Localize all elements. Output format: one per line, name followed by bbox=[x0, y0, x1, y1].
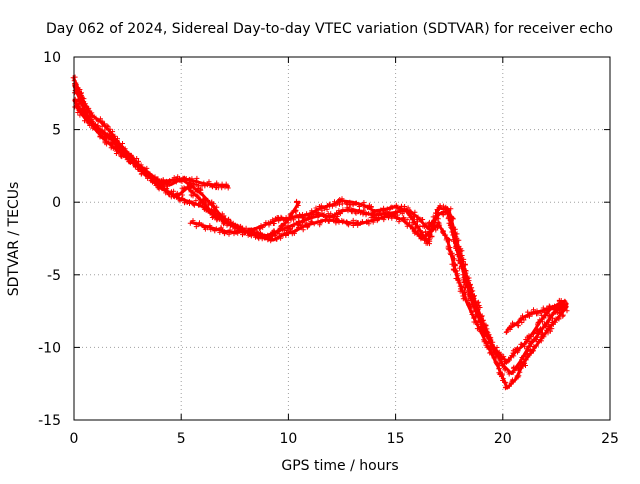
series-track-d bbox=[72, 104, 565, 377]
series-line bbox=[190, 199, 567, 364]
grid bbox=[74, 57, 610, 420]
series-line bbox=[72, 84, 230, 188]
x-axis-label: GPS time / hours bbox=[281, 458, 398, 474]
series-track-e bbox=[187, 196, 568, 365]
y-tick-label: 10 bbox=[43, 50, 61, 66]
series-track-b bbox=[70, 74, 301, 243]
axis-ticks: 0 5 10 15 20 25 -15 -10 -5 0 5 10 bbox=[38, 50, 619, 447]
x-tick-label: 15 bbox=[387, 431, 405, 447]
y-tick-label: -15 bbox=[38, 413, 61, 429]
y-tick-label: -10 bbox=[38, 340, 61, 356]
series-track-f bbox=[503, 299, 569, 335]
y-tick-label: -5 bbox=[47, 268, 61, 284]
x-tick-label: 10 bbox=[279, 431, 297, 447]
series-line bbox=[74, 104, 565, 375]
series-markers bbox=[72, 104, 564, 377]
plot-frame bbox=[73, 56, 611, 421]
x-tick-label: 20 bbox=[494, 431, 512, 447]
y-tick-label: 0 bbox=[52, 195, 61, 211]
chart-title: Day 062 of 2024, Sidereal Day-to-day VTE… bbox=[46, 21, 613, 37]
y-tick-label: 5 bbox=[52, 123, 61, 139]
x-tick-label: 5 bbox=[177, 431, 186, 447]
series-markers bbox=[187, 196, 568, 365]
series-line bbox=[72, 77, 301, 239]
series-group bbox=[70, 74, 570, 391]
y-axis-label: SDTVAR / TECUs bbox=[6, 182, 22, 297]
x-tick-label: 25 bbox=[601, 431, 619, 447]
series-markers bbox=[503, 299, 567, 335]
x-tick-label: 0 bbox=[70, 431, 79, 447]
series-markers bbox=[70, 74, 301, 243]
